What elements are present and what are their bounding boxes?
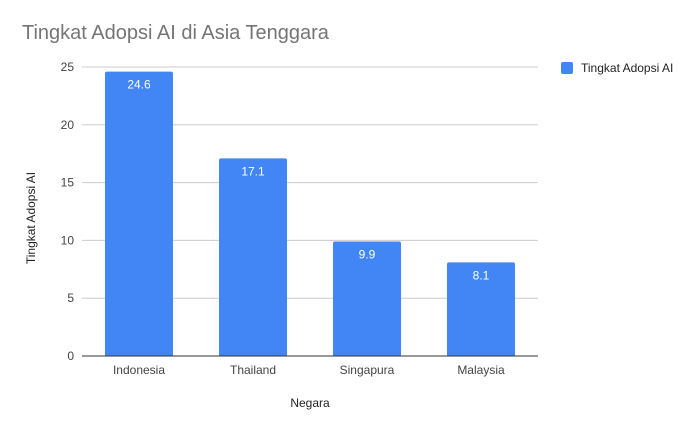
bar-data-label: 17.1 xyxy=(241,164,265,178)
legend-label: Tingkat Adopsi AI xyxy=(581,61,674,75)
x-axis-title: Negara xyxy=(290,396,330,410)
y-tick-label: 10 xyxy=(61,233,75,247)
y-tick-label: 0 xyxy=(67,349,74,363)
x-tick-label: Indonesia xyxy=(113,363,165,377)
legend-swatch xyxy=(561,62,573,74)
y-tick-label: 20 xyxy=(61,118,75,132)
bar-indonesia xyxy=(105,71,173,357)
bar-data-label: 8.1 xyxy=(473,268,490,282)
x-tick-label: Malaysia xyxy=(457,363,505,377)
legend: Tingkat Adopsi AI xyxy=(561,61,673,75)
x-tick-label: Singapura xyxy=(340,363,395,377)
y-tick-label: 5 xyxy=(67,291,74,305)
bar-data-label: 24.6 xyxy=(127,78,151,92)
chart-title: Tingkat Adopsi AI di Asia Tenggara xyxy=(22,22,329,44)
bar-singapura xyxy=(333,241,401,356)
y-axis-title: Tingkat Adopsi AI xyxy=(24,172,38,264)
bar-thailand xyxy=(219,158,287,356)
x-tick-label: Thailand xyxy=(230,363,276,377)
y-tick-label: 25 xyxy=(61,60,75,74)
bars xyxy=(105,71,515,357)
bar-data-label: 9.9 xyxy=(359,248,376,262)
y-tick-label: 15 xyxy=(61,176,75,190)
labels: 0 5 10 15 20 25 24.6 Indonesia 17.1 Thailand 9.9 Si… xyxy=(61,60,505,377)
bar-malaysia xyxy=(447,262,515,356)
